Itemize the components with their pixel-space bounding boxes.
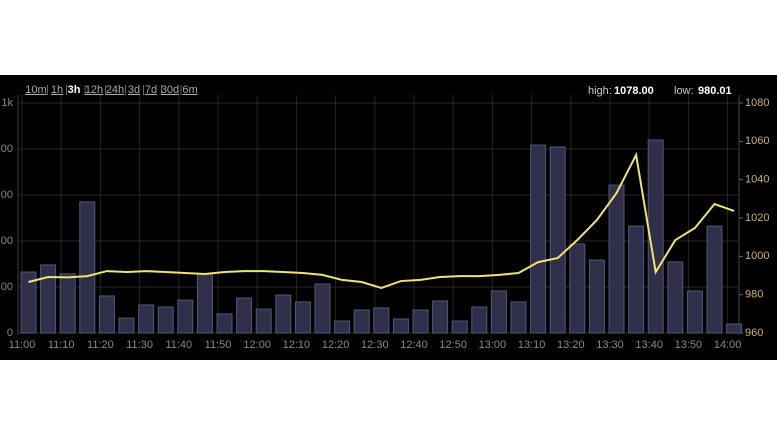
- volume-bar: [216, 313, 233, 334]
- price-line: [28, 151, 735, 290]
- volume-bar: [647, 139, 664, 334]
- x-tick-label: 11:00: [9, 339, 36, 351]
- x-tick-label: 12:40: [400, 339, 428, 351]
- range-link[interactable]: 30d: [161, 84, 179, 96]
- x-tick-label: 13:40: [635, 339, 663, 351]
- volume-bar: [40, 264, 57, 334]
- volume-bar: [373, 307, 390, 334]
- y-tick-label: 00: [1, 143, 13, 155]
- y-tick-label: 00: [1, 281, 13, 293]
- y-tick-label: 0: [7, 327, 13, 339]
- volume-bar: [20, 271, 37, 334]
- x-tick-label: 13:10: [518, 339, 546, 351]
- volume-bar: [138, 304, 155, 334]
- stat-label: high:: [588, 85, 612, 97]
- range-link[interactable]: 1h: [51, 84, 63, 96]
- y-tick-label: 00: [1, 235, 13, 247]
- y2-tick-label: 1040: [745, 174, 769, 186]
- range-link[interactable]: 12h: [85, 84, 103, 96]
- volume-bar: [451, 320, 468, 334]
- x-tick-label: 12:20: [322, 339, 350, 351]
- range-link[interactable]: 10m: [25, 84, 46, 96]
- volume-bar: [530, 144, 547, 334]
- y2-tick-label: 1020: [745, 212, 769, 224]
- range-link[interactable]: 3d: [128, 84, 140, 96]
- y-tick-label: 00: [1, 189, 13, 201]
- y2-tick-label: 960: [745, 327, 763, 339]
- x-tick-label: 11:50: [205, 339, 232, 351]
- x-tick-label: 12:00: [243, 339, 271, 351]
- stat-value: 980.01: [698, 85, 732, 97]
- volume-bar: [706, 225, 723, 334]
- x-tick-label: 11:30: [126, 339, 153, 351]
- volume-bar: [275, 294, 292, 334]
- volume-bar: [412, 309, 429, 334]
- x-tick-label: 13:30: [596, 339, 624, 351]
- volume-bar: [608, 184, 625, 334]
- volume-bar: [98, 295, 115, 334]
- volume-bar: [294, 301, 311, 334]
- x-tick-label: 13:50: [675, 339, 703, 351]
- volume-bar: [549, 146, 566, 334]
- volume-bar: [59, 273, 76, 334]
- volume-bar: [314, 283, 331, 334]
- x-tick-label: 12:50: [439, 339, 467, 351]
- volume-bar: [726, 323, 743, 334]
- x-tick-label: 13:00: [479, 339, 507, 351]
- volume-bar: [157, 306, 174, 334]
- x-tick-label: 11:20: [87, 339, 114, 351]
- y2-tick-label: 980: [745, 289, 763, 301]
- range-link[interactable]: 7d: [145, 84, 157, 96]
- range-link[interactable]: 3h: [68, 84, 81, 96]
- y-tick-label: 1k: [1, 97, 13, 109]
- x-tick-label: 12:10: [283, 339, 311, 351]
- range-link[interactable]: 6m: [182, 84, 197, 96]
- volume-bar: [569, 243, 586, 334]
- volume-bar: [334, 320, 351, 334]
- x-tick-label: 11:40: [165, 339, 192, 351]
- volume-bar: [510, 301, 527, 334]
- x-tick-label: 12:30: [361, 339, 389, 351]
- range-link[interactable]: 24h: [106, 84, 124, 96]
- volume-bar: [196, 273, 213, 334]
- y2-tick-label: 1000: [745, 250, 769, 262]
- x-tick-label: 13:20: [557, 339, 585, 351]
- volume-bar: [628, 225, 645, 334]
- volume-bar: [118, 317, 135, 334]
- volume-bar: [392, 318, 409, 334]
- stat-value: 1078.00: [614, 85, 654, 97]
- x-tick-label: 14:00: [714, 339, 742, 351]
- volume-bar: [432, 300, 449, 334]
- volume-bar: [490, 290, 507, 334]
- volume-bar: [236, 297, 253, 334]
- y2-tick-label: 1080: [745, 97, 769, 109]
- volume-bar: [353, 309, 370, 334]
- stat-label: low:: [674, 85, 694, 97]
- volume-bar: [255, 308, 272, 334]
- x-tick-label: 11:10: [48, 339, 75, 351]
- volume-bar: [667, 261, 684, 334]
- volume-bar: [588, 259, 605, 334]
- y2-tick-label: 1060: [745, 135, 769, 147]
- volume-bar: [471, 306, 488, 334]
- volume-bar: [177, 299, 194, 334]
- volume-bar: [79, 201, 96, 334]
- volume-bar: [686, 290, 703, 334]
